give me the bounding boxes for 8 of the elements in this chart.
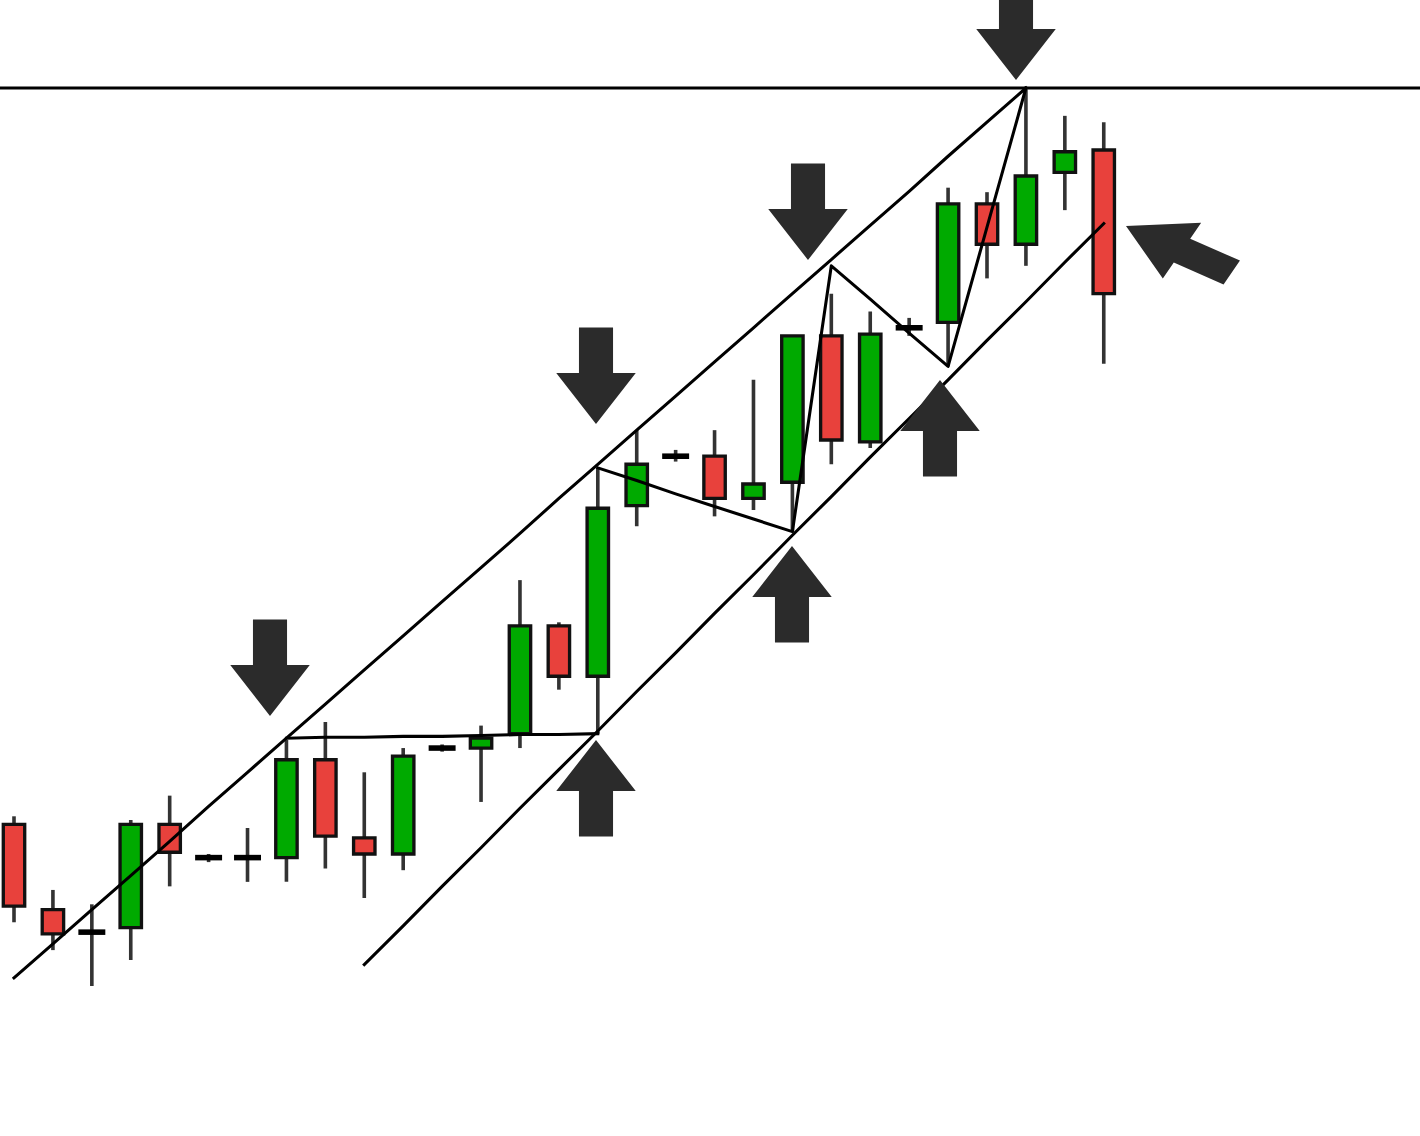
candlestick	[234, 826, 261, 884]
candlestick	[468, 723, 494, 804]
candlestick	[40, 888, 66, 952]
candlestick	[624, 428, 650, 529]
candlestick	[351, 770, 377, 900]
candlestick	[741, 378, 766, 512]
candlestick	[1052, 114, 1078, 212]
candlestick	[702, 428, 727, 519]
